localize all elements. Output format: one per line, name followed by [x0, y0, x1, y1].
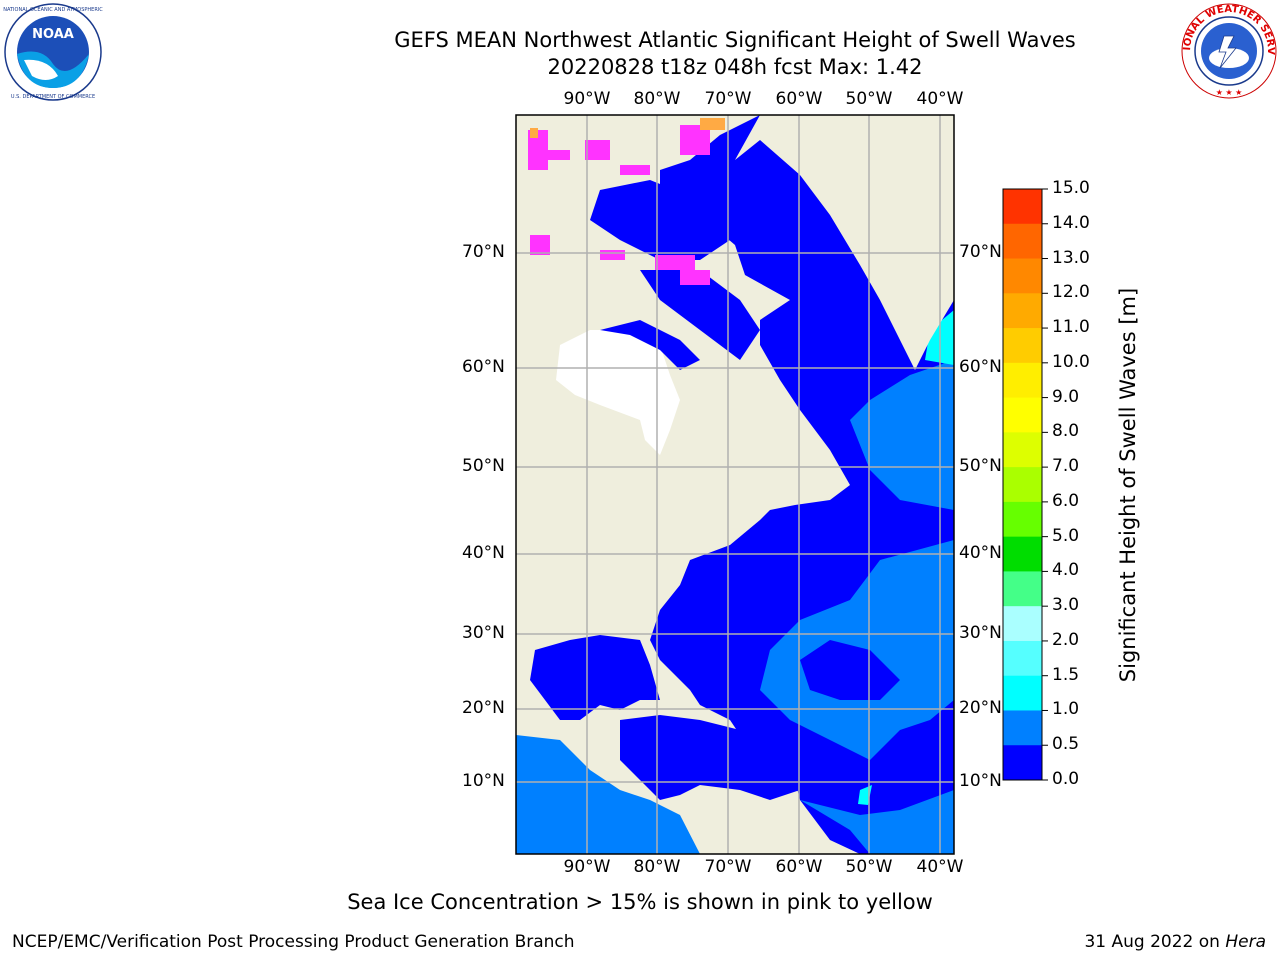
- lon-label-top-40w: 40°W: [916, 89, 964, 109]
- lon-label-top-50w: 50°W: [845, 89, 893, 109]
- colorbar-tick-label: 11.0: [1052, 317, 1090, 338]
- lon-label-top-90w: 90°W: [563, 89, 611, 109]
- lat-label-left-20n: 20°N: [462, 698, 505, 718]
- colorbar-band: [1003, 467, 1042, 503]
- colorbar-band: [1003, 571, 1042, 607]
- colorbar-tick-label: 4.0: [1052, 560, 1080, 581]
- lat-label-left-40n: 40°N: [462, 543, 505, 563]
- lon-label-bottom-40w: 40°W: [916, 857, 964, 877]
- colorbar-tick-label: 12.0: [1052, 282, 1090, 303]
- map-frame: [515, 114, 955, 855]
- lat-label-right-30n: 30°N: [959, 623, 1002, 643]
- lon-label-top-70w: 70°W: [704, 89, 752, 109]
- lon-label-top-60w: 60°W: [775, 89, 823, 109]
- map-subtitle: 20220828 t18z 048h fcst Max: 1.42: [547, 55, 923, 79]
- lon-label-top-80w: 80°W: [633, 89, 681, 109]
- lon-label-bottom-70w: 70°W: [704, 857, 752, 877]
- colorbar-tick-label: 3.0: [1052, 595, 1080, 616]
- lon-label-bottom-60w: 60°W: [775, 857, 823, 877]
- colorbar-band: [1003, 536, 1042, 572]
- colorbar-band: [1003, 397, 1042, 433]
- svg-text:U.S. DEPARTMENT OF COMMERCE: U.S. DEPARTMENT OF COMMERCE: [11, 94, 95, 100]
- run-date: 31 Aug 2022 on Hera: [1084, 932, 1266, 952]
- colorbar: [1003, 188, 1048, 781]
- map-gridlines: [516, 115, 954, 854]
- svg-text:★ ★ ★: ★ ★ ★: [1216, 88, 1243, 97]
- colorbar-band: [1003, 606, 1042, 642]
- colorbar-tick-label: 10.0: [1052, 351, 1090, 372]
- colorbar-band: [1003, 710, 1042, 746]
- run-host: Hera: [1225, 932, 1266, 952]
- lat-label-right-60n: 60°N: [959, 357, 1002, 377]
- caribbean-sea: [620, 715, 800, 800]
- lon-label-bottom-90w: 90°W: [563, 857, 611, 877]
- lat-label-left-10n: 10°N: [462, 771, 505, 791]
- colorbar-band: [1003, 640, 1042, 677]
- colorbar-tick-label: 15.0: [1052, 178, 1090, 198]
- noaa-logo: NOAA NATIONAL OCEANIC AND ATMOSPHERIC U.…: [3, 3, 103, 101]
- pacific-moderate-swell: [516, 735, 700, 854]
- sea-ice-note: Sea Ice Concentration > 15% is shown in …: [347, 890, 933, 914]
- colorbar-band: [1003, 189, 1042, 225]
- lat-label-right-10n: 10°N: [959, 771, 1002, 791]
- gulf-of-mexico: [530, 635, 660, 720]
- colorbar-tick-label: 1.0: [1052, 699, 1080, 720]
- colorbar-band: [1003, 501, 1042, 538]
- colorbar-tick-label: 7.0: [1052, 456, 1080, 477]
- colorbar-band: [1003, 258, 1042, 294]
- nws-logo: NATIONAL WEATHER SERVICE ★ ★ ★: [1180, 2, 1277, 99]
- colorbar-tick-label: 9.0: [1052, 386, 1080, 407]
- noaa-logo-text: NOAA: [32, 27, 74, 42]
- lat-label-right-20n: 20°N: [959, 698, 1002, 718]
- colorbar-tick-label: 2.0: [1052, 629, 1080, 650]
- lat-label-left-70n: 70°N: [462, 242, 505, 262]
- colorbar-tick-label: 5.0: [1052, 525, 1080, 546]
- atlantic-moderate-swell-3: [800, 790, 954, 854]
- lat-label-left-30n: 30°N: [462, 623, 505, 643]
- colorbar-band: [1003, 223, 1042, 260]
- colorbar-tick-label: 1.5: [1052, 664, 1080, 685]
- sea-ice: [528, 118, 725, 285]
- lat-label-left-50n: 50°N: [462, 456, 505, 476]
- colorbar-band: [1003, 362, 1042, 399]
- colorbar-band: [1003, 745, 1042, 781]
- colorbar-band: [1003, 675, 1042, 711]
- lat-label-right-40n: 40°N: [959, 543, 1002, 563]
- lon-label-bottom-80w: 80°W: [633, 857, 681, 877]
- run-date-text: 31 Aug 2022 on: [1084, 932, 1226, 952]
- colorbar-band: [1003, 328, 1042, 364]
- lat-label-right-70n: 70°N: [959, 242, 1002, 262]
- colorbar-tick-label: 0.0: [1052, 769, 1080, 789]
- map-title: GEFS MEAN Northwest Atlantic Significant…: [394, 28, 1076, 52]
- greenland: [735, 115, 954, 370]
- svg-text:NATIONAL OCEANIC AND ATMOSPHER: NATIONAL OCEANIC AND ATMOSPHERIC: [3, 7, 103, 13]
- credit-line: NCEP/EMC/Verification Post Processing Pr…: [12, 932, 575, 952]
- colorbar-label: Significant Height of Swell Waves [m]: [1116, 287, 1140, 683]
- colorbar-tick-label: 8.0: [1052, 421, 1080, 442]
- lon-label-bottom-50w: 50°W: [845, 857, 893, 877]
- colorbar-tick-label: 6.0: [1052, 490, 1080, 511]
- colorbar-band: [1003, 293, 1042, 329]
- colorbar-tick-label: 0.5: [1052, 734, 1080, 755]
- lat-label-right-50n: 50°N: [959, 456, 1002, 476]
- colorbar-band: [1003, 432, 1042, 468]
- colorbar-tick-label: 13.0: [1052, 247, 1090, 268]
- lat-label-left-60n: 60°N: [462, 357, 505, 377]
- colorbar-tick-label: 14.0: [1052, 212, 1090, 233]
- atlantic-moderate-swell: [850, 360, 954, 510]
